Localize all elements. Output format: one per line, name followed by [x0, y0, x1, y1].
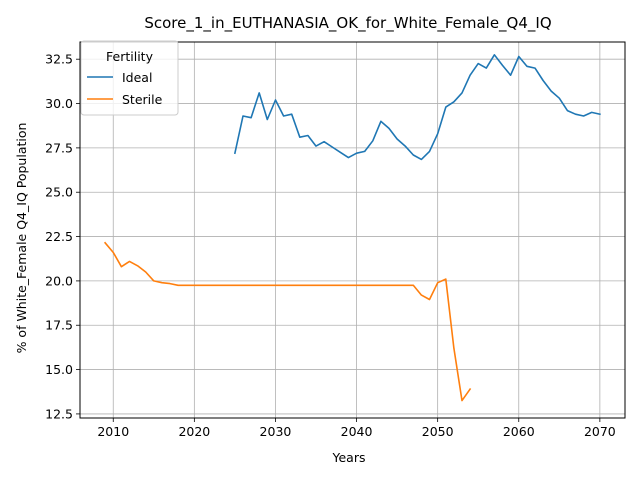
legend-label-sterile: Sterile: [122, 92, 163, 107]
x-tick-label: 2030: [260, 424, 292, 439]
y-tick-label: 22.5: [45, 229, 73, 244]
chart-title: Score_1_in_EUTHANASIA_OK_for_White_Femal…: [144, 14, 551, 33]
x-axis-ticks: 2010 2020 2030 2040 2050 2060 2070: [97, 418, 616, 439]
y-tick-label: 15.0: [45, 362, 73, 377]
y-tick-label: 27.5: [45, 140, 73, 155]
y-tick-label: 20.0: [45, 273, 73, 288]
x-tick-label: 2020: [178, 424, 210, 439]
grid-lines: [80, 42, 625, 418]
x-tick-label: 2010: [97, 424, 129, 439]
x-tick-label: 2060: [503, 424, 535, 439]
x-tick-label: 2070: [584, 424, 616, 439]
y-tick-label: 12.5: [45, 406, 73, 421]
y-axis-ticks: 12.5 15.0 17.5 20.0 22.5 25.0 27.5 30.0 32.5: [45, 52, 80, 421]
x-axis-label: Years: [332, 450, 366, 465]
y-tick-label: 17.5: [45, 318, 73, 333]
legend-label-ideal: Ideal: [122, 70, 152, 85]
series-lines: [103, 53, 601, 402]
plot-area-frame: [79, 41, 626, 419]
x-tick-label: 2050: [422, 424, 454, 439]
x-tick-label: 2040: [341, 424, 373, 439]
legend-title: Fertility: [106, 49, 154, 64]
series-line-ideal: [233, 53, 601, 161]
legend-box: [80, 40, 179, 116]
y-tick-label: 25.0: [45, 185, 73, 200]
y-tick-label: 30.0: [45, 96, 73, 111]
series-line-sterile: [103, 241, 472, 402]
y-tick-label: 32.5: [45, 52, 73, 67]
legend: Fertility Ideal Sterile: [80, 40, 179, 116]
y-axis-label: % of White_Female Q4_IQ Population: [14, 123, 29, 354]
legend-entries: Ideal Sterile: [87, 70, 163, 107]
